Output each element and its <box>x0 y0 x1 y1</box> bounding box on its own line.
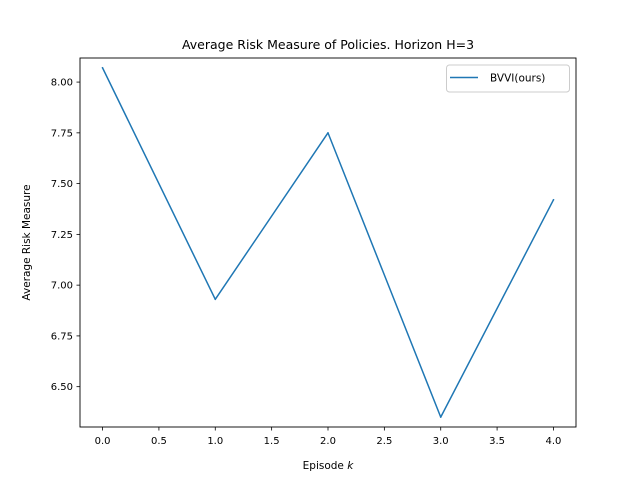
data-point <box>552 199 555 201</box>
legend: BVVI(ours) <box>446 64 570 93</box>
x-axis-label-text: Episode <box>303 460 348 472</box>
y-tick-label: 6.50 <box>51 382 73 393</box>
x-tick-label: 3.0 <box>433 436 449 447</box>
y-axis-ticks: 6.50 6.75 7.00 7.25 7.50 7.75 8.00 <box>51 78 80 393</box>
y-tick-label: 7.25 <box>51 230 73 241</box>
y-tick-label: 7.75 <box>51 128 73 139</box>
chart-title: Average Risk Measure of Policies. Horizo… <box>182 37 474 52</box>
y-axis-label: Average Risk Measure <box>21 184 33 300</box>
x-tick-label: 2.5 <box>376 436 392 447</box>
x-tick-label: 1.0 <box>207 436 223 447</box>
plot-frame <box>79 57 577 428</box>
y-tick-label: 8.00 <box>51 78 73 89</box>
y-tick-label: 6.75 <box>51 331 73 342</box>
y-tick-label: 7.00 <box>51 281 73 292</box>
x-tick-label: 0.0 <box>95 436 111 447</box>
data-point <box>101 67 104 69</box>
x-tick-label: 2.0 <box>320 436 336 447</box>
legend-box <box>446 64 570 93</box>
x-tick-label: 1.5 <box>264 436 280 447</box>
data-point <box>327 132 329 134</box>
x-tick-label: 3.5 <box>489 436 505 447</box>
series-layer <box>101 66 555 418</box>
x-tick-label: 4.0 <box>546 436 562 447</box>
data-point <box>214 298 217 301</box>
x-tick-label: 0.5 <box>151 436 167 447</box>
x-axis-label-var: k <box>347 460 354 472</box>
y-tick-label: 7.50 <box>51 179 73 190</box>
x-axis-label: Episode k <box>303 460 355 472</box>
data-point <box>439 416 442 418</box>
legend-label-bvvi: BVVI(ours) <box>490 73 545 85</box>
x-axis-ticks: 0.0 0.5 1.0 1.5 2.0 2.5 3.0 3.5 4.0 <box>95 427 562 447</box>
